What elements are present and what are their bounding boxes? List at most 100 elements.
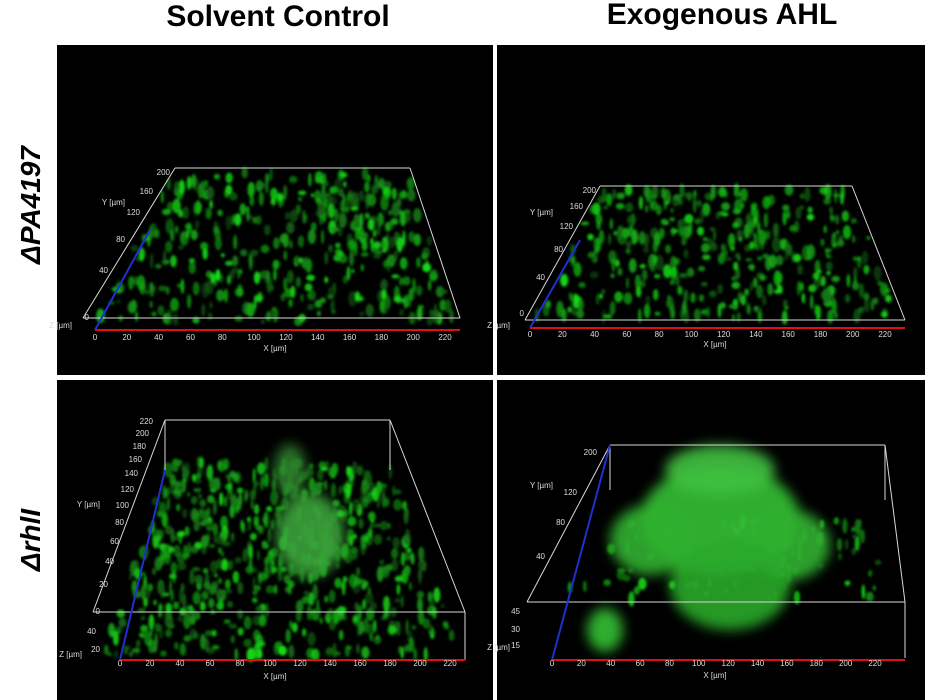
cell-cluster bbox=[274, 585, 278, 595]
cell-cluster bbox=[409, 582, 412, 591]
cell-cluster bbox=[146, 290, 150, 295]
cell-cluster bbox=[745, 258, 752, 262]
cell-cluster bbox=[680, 309, 685, 320]
cell-cluster bbox=[702, 203, 710, 216]
cell-cluster bbox=[285, 212, 289, 220]
cell-cluster bbox=[262, 541, 268, 546]
cell-cluster bbox=[235, 288, 244, 296]
cell-cluster bbox=[636, 287, 642, 298]
cell-cluster bbox=[654, 274, 661, 279]
cell-cluster bbox=[652, 185, 659, 196]
cell-cluster bbox=[258, 526, 264, 535]
cell-cluster bbox=[671, 227, 675, 237]
cell-cluster bbox=[215, 269, 220, 281]
cell-cluster bbox=[669, 217, 675, 221]
cell-cluster bbox=[254, 504, 259, 515]
cell-cluster bbox=[859, 283, 864, 297]
biofilm-colony bbox=[665, 445, 775, 495]
cell-cluster bbox=[298, 191, 307, 196]
cell-cluster bbox=[243, 639, 252, 648]
cell-cluster bbox=[744, 288, 749, 295]
x-tick-label: 140 bbox=[323, 659, 337, 668]
cell-cluster bbox=[399, 309, 404, 316]
cell-cluster bbox=[567, 307, 572, 313]
cell-cluster bbox=[339, 213, 347, 228]
cell-cluster bbox=[786, 210, 790, 219]
cell-cluster bbox=[306, 648, 314, 659]
cell-cluster bbox=[260, 270, 268, 279]
cell-cluster bbox=[793, 254, 801, 263]
cell-cluster bbox=[264, 457, 268, 471]
cell-cluster bbox=[232, 473, 240, 482]
x-tick-label: 100 bbox=[247, 333, 261, 342]
cell-cluster bbox=[158, 305, 165, 316]
z-tick-label: 45 bbox=[511, 607, 520, 616]
cell-cluster bbox=[278, 571, 283, 582]
cell-cluster bbox=[308, 592, 314, 605]
cell-cluster bbox=[296, 277, 301, 288]
x-tick-label: 120 bbox=[717, 330, 731, 339]
cell-cluster bbox=[234, 557, 241, 564]
cell-cluster bbox=[642, 269, 648, 280]
cell-cluster bbox=[178, 245, 184, 250]
y-tick-label: 0 bbox=[520, 309, 525, 318]
cell-cluster bbox=[163, 592, 170, 596]
cell-cluster bbox=[370, 238, 374, 245]
cell-cluster bbox=[224, 496, 227, 506]
cell-cluster bbox=[329, 186, 338, 194]
cell-cluster bbox=[376, 493, 380, 509]
cell-cluster bbox=[237, 270, 240, 279]
cell-cluster bbox=[843, 225, 851, 239]
cell-cluster bbox=[267, 278, 273, 293]
x-tick-label: 100 bbox=[263, 659, 277, 668]
cell-cluster bbox=[361, 264, 364, 272]
cell-cluster bbox=[723, 245, 727, 259]
cell-cluster bbox=[829, 206, 833, 214]
y-tick-label: 200 bbox=[136, 429, 150, 438]
cell-cluster bbox=[838, 553, 842, 561]
cell-cluster bbox=[171, 466, 175, 470]
cell-cluster bbox=[253, 630, 261, 642]
cell-cluster bbox=[826, 261, 833, 271]
z-axis-label: Z [µm] bbox=[59, 650, 82, 659]
cell-cluster bbox=[349, 251, 354, 267]
cell-cluster bbox=[200, 601, 206, 611]
cell-cluster bbox=[573, 262, 581, 277]
cell-cluster bbox=[286, 222, 295, 234]
cell-cluster bbox=[300, 294, 304, 302]
cell-cluster bbox=[271, 559, 275, 574]
cell-cluster bbox=[269, 167, 272, 181]
y-tick-label: 80 bbox=[116, 235, 125, 244]
cell-cluster bbox=[343, 181, 346, 188]
cell-cluster bbox=[249, 545, 253, 560]
cell-cluster bbox=[670, 208, 673, 213]
cell-cluster bbox=[187, 176, 192, 190]
cell-cluster bbox=[428, 280, 431, 291]
cell-cluster bbox=[571, 293, 579, 308]
cell-cluster bbox=[683, 249, 688, 259]
cell-cluster bbox=[207, 495, 214, 503]
cell-cluster bbox=[174, 642, 179, 650]
cell-cluster bbox=[774, 270, 782, 286]
cell-cluster bbox=[444, 299, 451, 312]
cell-cluster bbox=[672, 194, 679, 207]
cell-cluster bbox=[441, 604, 445, 609]
cell-cluster bbox=[874, 266, 882, 281]
cell-cluster bbox=[648, 255, 652, 269]
z-axis-label: Z [µm] bbox=[487, 643, 510, 652]
cell-cluster bbox=[136, 639, 141, 646]
cell-cluster bbox=[244, 616, 252, 630]
cell-cluster bbox=[417, 598, 423, 612]
x-tick-label: 200 bbox=[846, 330, 860, 339]
cell-cluster bbox=[677, 286, 682, 295]
cell-cluster bbox=[394, 296, 401, 303]
cell-cluster bbox=[340, 172, 348, 177]
cell-cluster bbox=[206, 186, 214, 199]
cell-cluster bbox=[859, 307, 864, 313]
cell-cluster bbox=[324, 595, 328, 602]
cell-cluster bbox=[343, 509, 347, 517]
cell-cluster bbox=[308, 173, 311, 187]
cell-cluster bbox=[783, 299, 788, 309]
cell-cluster bbox=[731, 234, 734, 245]
cell-cluster bbox=[186, 230, 190, 239]
